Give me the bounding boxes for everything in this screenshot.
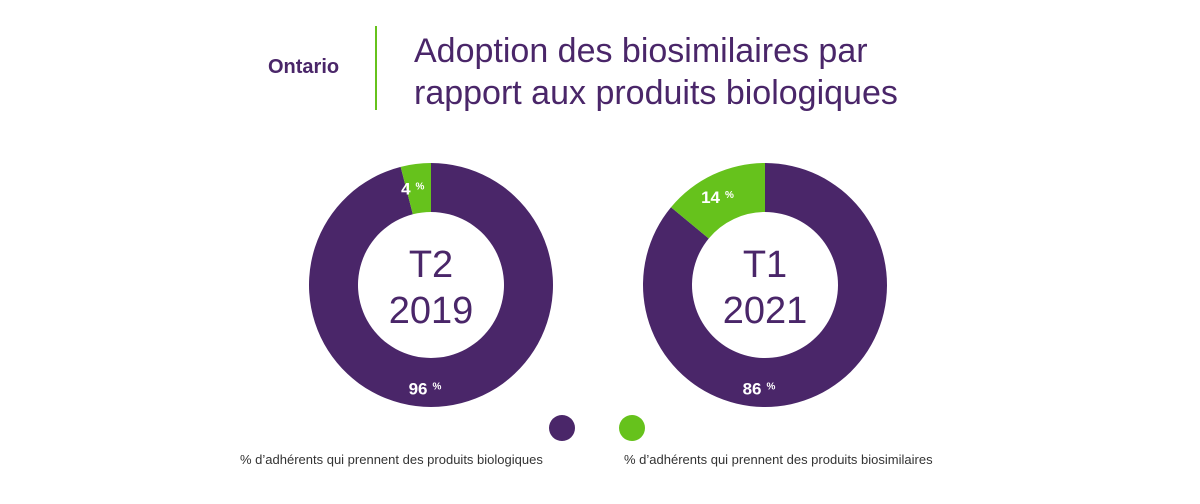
donut-2-center-label-line-2: 2021 <box>723 290 808 332</box>
donut-1-value-label-biosimilar: 4% <box>401 179 424 198</box>
chart-title: Adoption des biosimilaires par rapport a… <box>414 30 1034 114</box>
donut-2-slice-biologic <box>642 163 887 407</box>
region-label: Ontario <box>268 56 340 78</box>
chart-title-line-2: rapport aux produits biologiques <box>414 74 898 112</box>
donut-2-center-label-line-1: T1 <box>743 244 787 286</box>
donut-2-slice-biosimilar <box>670 163 765 239</box>
legend-swatch-biosimilar <box>619 415 645 441</box>
donut-1-value-label-biologic: 96% <box>409 380 442 399</box>
donut-1-slice-biosimilar <box>400 163 431 215</box>
legend-swatch-biologic <box>549 415 575 441</box>
header-divider <box>375 26 377 110</box>
donut-2-value-label-biosimilar: 14% <box>701 188 734 207</box>
donut-2-value-label-biologic: 86% <box>743 380 776 399</box>
donut-1-center-label-line-2: 2019 <box>389 290 474 332</box>
chart-title-line-1: Adoption des biosimilaires par <box>414 32 868 70</box>
legend-label-biologic: % d’adhérents qui prennent des produits … <box>240 452 543 467</box>
donut-1-slice-biologic <box>308 163 553 407</box>
legend-label-biosimilar: % d’adhérents qui prennent des produits … <box>624 452 933 467</box>
donut-1-center-label-line-1: T2 <box>409 244 453 286</box>
